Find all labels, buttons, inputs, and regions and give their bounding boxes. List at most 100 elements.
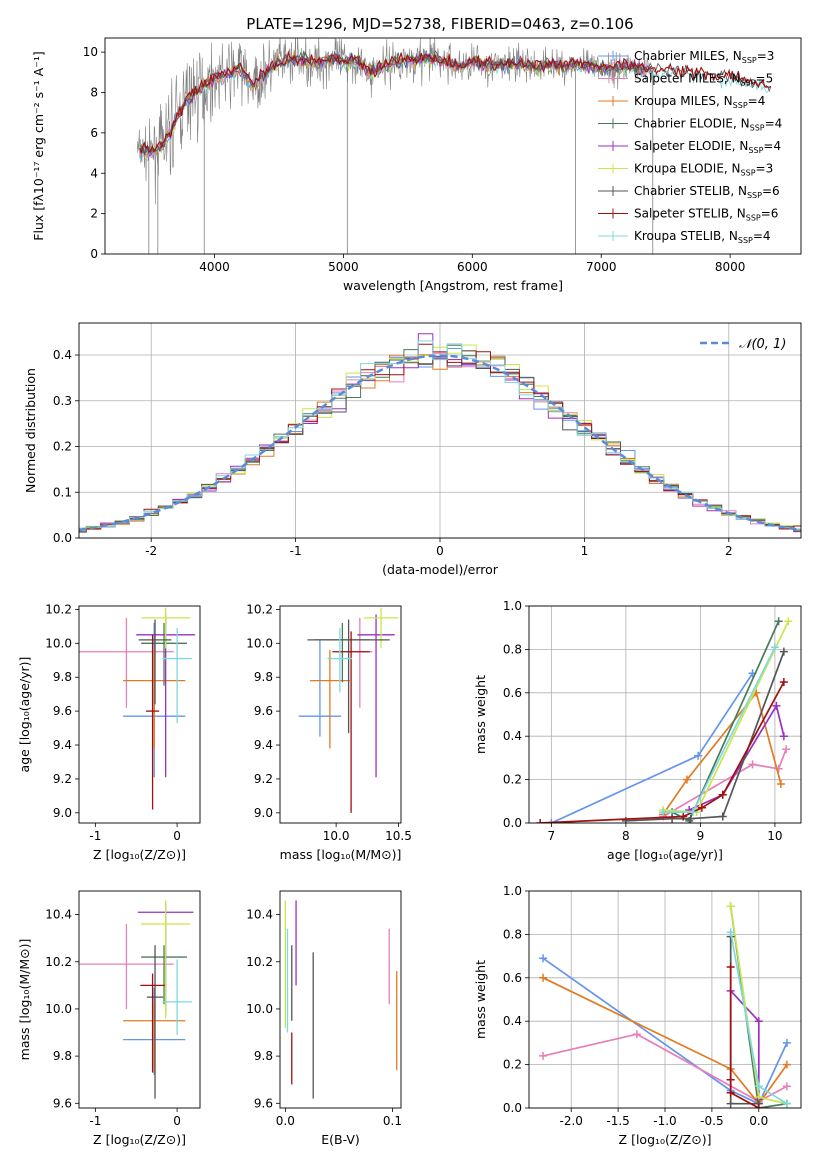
- weight-line: [542, 977, 788, 1106]
- legend-entry: Salpeter STELIB, NSSP=6: [634, 207, 778, 223]
- x-tick-label: 8: [622, 829, 630, 843]
- x-tick-label: -1.5: [606, 1114, 629, 1128]
- weight-marker: [754, 1082, 763, 1091]
- x-tick-label: -1: [89, 1114, 101, 1128]
- y-tick-label: 4: [90, 166, 98, 180]
- weight-marker: [754, 1104, 763, 1108]
- weight-marker: [782, 1038, 791, 1047]
- Z-weight-lines: [539, 902, 791, 1108]
- weight-marker: [726, 1088, 735, 1097]
- EBV-mass-points: [284, 900, 398, 1099]
- y-tick-label: 0.6: [503, 686, 522, 700]
- mass-age-points: [298, 607, 399, 813]
- y-tick-label: 9.2: [254, 772, 273, 786]
- y-tick-label: 10.0: [45, 1002, 72, 1016]
- y-tick-label: 0.8: [503, 642, 522, 656]
- x-tick-label: 8000: [715, 260, 746, 274]
- x-axis-label: (data-model)/error: [382, 562, 499, 577]
- x-tick-label: 0.1: [383, 1114, 402, 1128]
- legend-entry: Salpeter ELODIE, NSSP=4: [634, 139, 781, 155]
- y-axis-label: mass [log₁₀(M/M⊙)]: [17, 939, 32, 1061]
- y-tick-label: 0.0: [53, 531, 72, 545]
- y-tick-label: 1.0: [503, 884, 522, 898]
- x-tick-label: 4000: [199, 260, 230, 274]
- y-axis-label: Flux [fλ10⁻¹⁷ erg cm⁻² s⁻¹ A⁻¹]: [31, 51, 46, 240]
- x-tick-label: -1: [89, 829, 101, 843]
- weight-marker: [754, 1017, 763, 1026]
- x-axis-label: Z [log₁₀(Z/Z⊙)]: [619, 1132, 712, 1147]
- legend-entry: Salpeter MILES, NSSP=5: [634, 72, 773, 88]
- weight-marker: [772, 701, 781, 710]
- y-tick-label: 0.3: [53, 394, 72, 408]
- Z-age-frame: [78, 605, 201, 824]
- model-spectrum: [139, 50, 772, 155]
- x-tick-label: 10: [767, 829, 782, 843]
- legend-entry: Kroupa MILES, NSSP=4: [634, 94, 765, 110]
- x-tick-label: -1: [290, 544, 302, 558]
- Z-age-axes: -1 0 9.0 9.2 9.4 9.6 9.8 10.0 10.2 Z [log₁₀(Z/Z⊙)…: [17, 602, 186, 862]
- weight-marker: [770, 643, 779, 652]
- histogram-traces: [79, 333, 801, 533]
- weight-line: [688, 703, 785, 811]
- x-tick-label: 10.5: [385, 829, 412, 843]
- spectrum-axes: 4000 5000 6000 7000 8000 0 2 4 6 8 10 wavelength [A…: [31, 45, 745, 293]
- y-tick-label: 9.8: [53, 670, 72, 684]
- weight-marker: [718, 790, 727, 799]
- legend-entry: Kroupa ELODIE, NSSP=3: [634, 162, 773, 178]
- weight-marker: [779, 677, 788, 686]
- weight-marker: [718, 812, 727, 821]
- spectrum-title: PLATE=1296, MJD=52738, FIBERID=0463, z=0…: [246, 15, 633, 33]
- Z-weight-axes: -2.0 -1.5 -1.0 -0.5 0.0 0.0 0.2 0.4 0.6 0.8 1.0 Z […: [473, 884, 801, 1147]
- y-tick-label: 9.8: [254, 1049, 273, 1063]
- weight-marker: [536, 819, 545, 823]
- weight-marker: [679, 812, 688, 821]
- x-axis-label: Z [log₁₀(Z/Z⊙)]: [93, 847, 186, 862]
- legend-entry: Chabrier STELIB, NSSP=6: [634, 184, 780, 200]
- x-tick-label: 7: [548, 829, 556, 843]
- y-tick-label: 10.0: [246, 636, 273, 650]
- mass-age-frame: [279, 605, 402, 824]
- y-tick-label: 10: [83, 45, 98, 59]
- y-tick-label: 8: [90, 86, 98, 100]
- y-tick-label: 0.6: [503, 971, 522, 985]
- y-tick-label: 10.2: [246, 602, 273, 616]
- y-tick-label: 0.4: [53, 348, 72, 362]
- y-tick-label: 0.1: [53, 485, 72, 499]
- y-tick-label: 0.2: [503, 773, 522, 787]
- weight-marker: [632, 1030, 641, 1039]
- weight-marker: [782, 1060, 791, 1069]
- y-tick-label: 10.2: [45, 955, 72, 969]
- weight-marker: [726, 962, 735, 971]
- y-tick-label: 10.2: [246, 955, 273, 969]
- x-tick-label: 5000: [328, 260, 359, 274]
- weight-marker: [547, 819, 556, 823]
- y-tick-label: 9.0: [254, 806, 273, 820]
- y-tick-label: 6: [90, 126, 98, 140]
- y-tick-label: 0: [90, 247, 98, 261]
- y-tick-label: 9.6: [53, 1096, 72, 1110]
- spectrum-legend: Chabrier MILES, NSSP=3 Salpeter MILES, NS…: [598, 49, 782, 245]
- mass-age-axes: 10.0 10.5 9.0 9.2 9.4 9.6 9.8 10.0 10.2 mass [log…: [246, 602, 412, 862]
- y-tick-label: 10.4: [246, 908, 273, 922]
- weight-marker: [782, 1082, 791, 1091]
- Z-age-points: [79, 607, 196, 810]
- weight-marker: [539, 973, 548, 982]
- y-tick-label: 9.4: [53, 738, 72, 752]
- model-spectrum: [139, 50, 772, 156]
- y-axis-label: mass weight: [473, 675, 488, 754]
- weight-marker: [776, 779, 785, 788]
- EBV-mass-frame: [279, 890, 402, 1109]
- x-tick-label: 0: [436, 544, 444, 558]
- weight-marker: [621, 816, 630, 823]
- residuals-frame: [78, 322, 802, 539]
- weight-marker: [779, 647, 788, 656]
- weight-marker: [782, 745, 791, 754]
- x-tick-label: 9: [697, 829, 705, 843]
- weight-marker: [694, 751, 703, 760]
- weight-marker: [726, 1075, 735, 1084]
- age-weight-lines: [536, 617, 793, 823]
- weight-marker: [539, 954, 548, 963]
